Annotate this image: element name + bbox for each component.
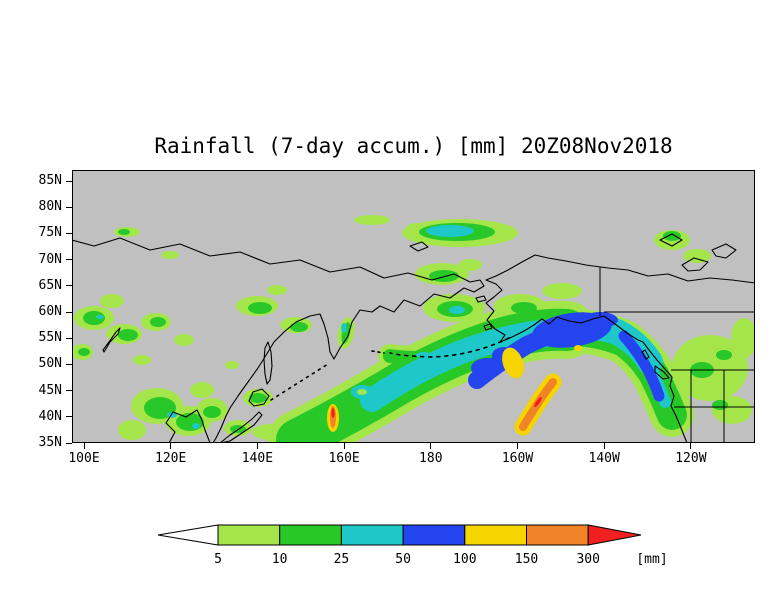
rainfall-field <box>72 215 755 443</box>
lat-tick-label: 55N <box>38 330 62 346</box>
lat-tick-label: 35N <box>38 435 62 450</box>
lat-tick-label: 40N <box>38 408 62 424</box>
colorbar-head-arrow <box>587 524 642 546</box>
colorbar-segment <box>340 524 404 546</box>
colorbar-level-label: 5 <box>214 552 222 567</box>
lon-tick-mark <box>170 443 172 449</box>
lon-tick-mark <box>343 443 345 449</box>
lon-tick-label: 160E <box>328 451 360 466</box>
colorbar-segment <box>279 524 342 546</box>
lon-tick-mark <box>256 443 258 449</box>
lat-tick-mark <box>66 206 72 208</box>
colorbar-unit-label: [mm] <box>636 552 667 567</box>
political-borders <box>599 267 755 443</box>
colorbar-level-label: 50 <box>395 552 411 567</box>
lat-tick-label: 80N <box>38 199 62 215</box>
lat-tick-mark <box>66 259 72 261</box>
lon-tick-mark <box>83 443 85 449</box>
lon-tick-label: 120W <box>675 451 707 466</box>
lat-tick-label: 65N <box>38 277 62 293</box>
lat-tick-mark <box>66 311 72 313</box>
lon-tick-label: 120E <box>155 451 187 466</box>
lon-tick-label: 100E <box>68 451 100 466</box>
lat-tick-label: 70N <box>38 251 62 267</box>
map-plot <box>72 170 755 443</box>
lat-tick-label: 85N <box>38 173 62 188</box>
lat-tick-mark <box>66 285 72 287</box>
colorbar-level-label: 25 <box>334 552 350 567</box>
coastlines <box>72 233 755 443</box>
plot-title: Rainfall (7-day accum.) [mm] 20Z08Nov201… <box>154 134 673 158</box>
colorbar-legend: 5 10 25 50 100 150 300 [mm] <box>157 524 668 567</box>
lat-tick-label: 45N <box>38 382 62 398</box>
colorbar-segment <box>464 524 527 546</box>
colorbar-tail-arrow <box>157 524 219 546</box>
lon-tick-label: 180 <box>419 451 443 466</box>
lat-tick-label: 50N <box>38 356 62 372</box>
colorbar-segment <box>526 524 589 546</box>
colorbar-level-label: 100 <box>453 552 476 567</box>
lon-tick-label: 140W <box>588 451 620 466</box>
lat-tick-mark <box>66 416 72 418</box>
lon-tick-mark <box>517 443 518 449</box>
lon-tick-mark <box>690 443 692 449</box>
map-frame <box>72 170 755 443</box>
lat-tick-label: 75N <box>38 225 62 241</box>
lat-tick-mark <box>66 180 72 182</box>
colorbar-level-label: 150 <box>515 552 538 567</box>
lat-tick-mark <box>66 337 72 339</box>
lat-tick-label: 60N <box>38 304 62 319</box>
lat-tick-mark <box>66 390 72 392</box>
lon-tick-mark <box>603 443 605 449</box>
lat-tick-mark <box>66 363 72 365</box>
lon-tick-mark <box>430 443 432 449</box>
colorbar-level-label: 10 <box>272 552 288 567</box>
colorbar-segment <box>217 524 281 546</box>
lon-tick-label: 160W <box>501 451 534 466</box>
lat-tick-mark <box>66 442 72 444</box>
lat-tick-mark <box>66 232 72 234</box>
colorbar-level-label: 300 <box>576 552 599 567</box>
colorbar-segment <box>402 524 466 546</box>
lon-tick-label: 140E <box>241 451 274 466</box>
